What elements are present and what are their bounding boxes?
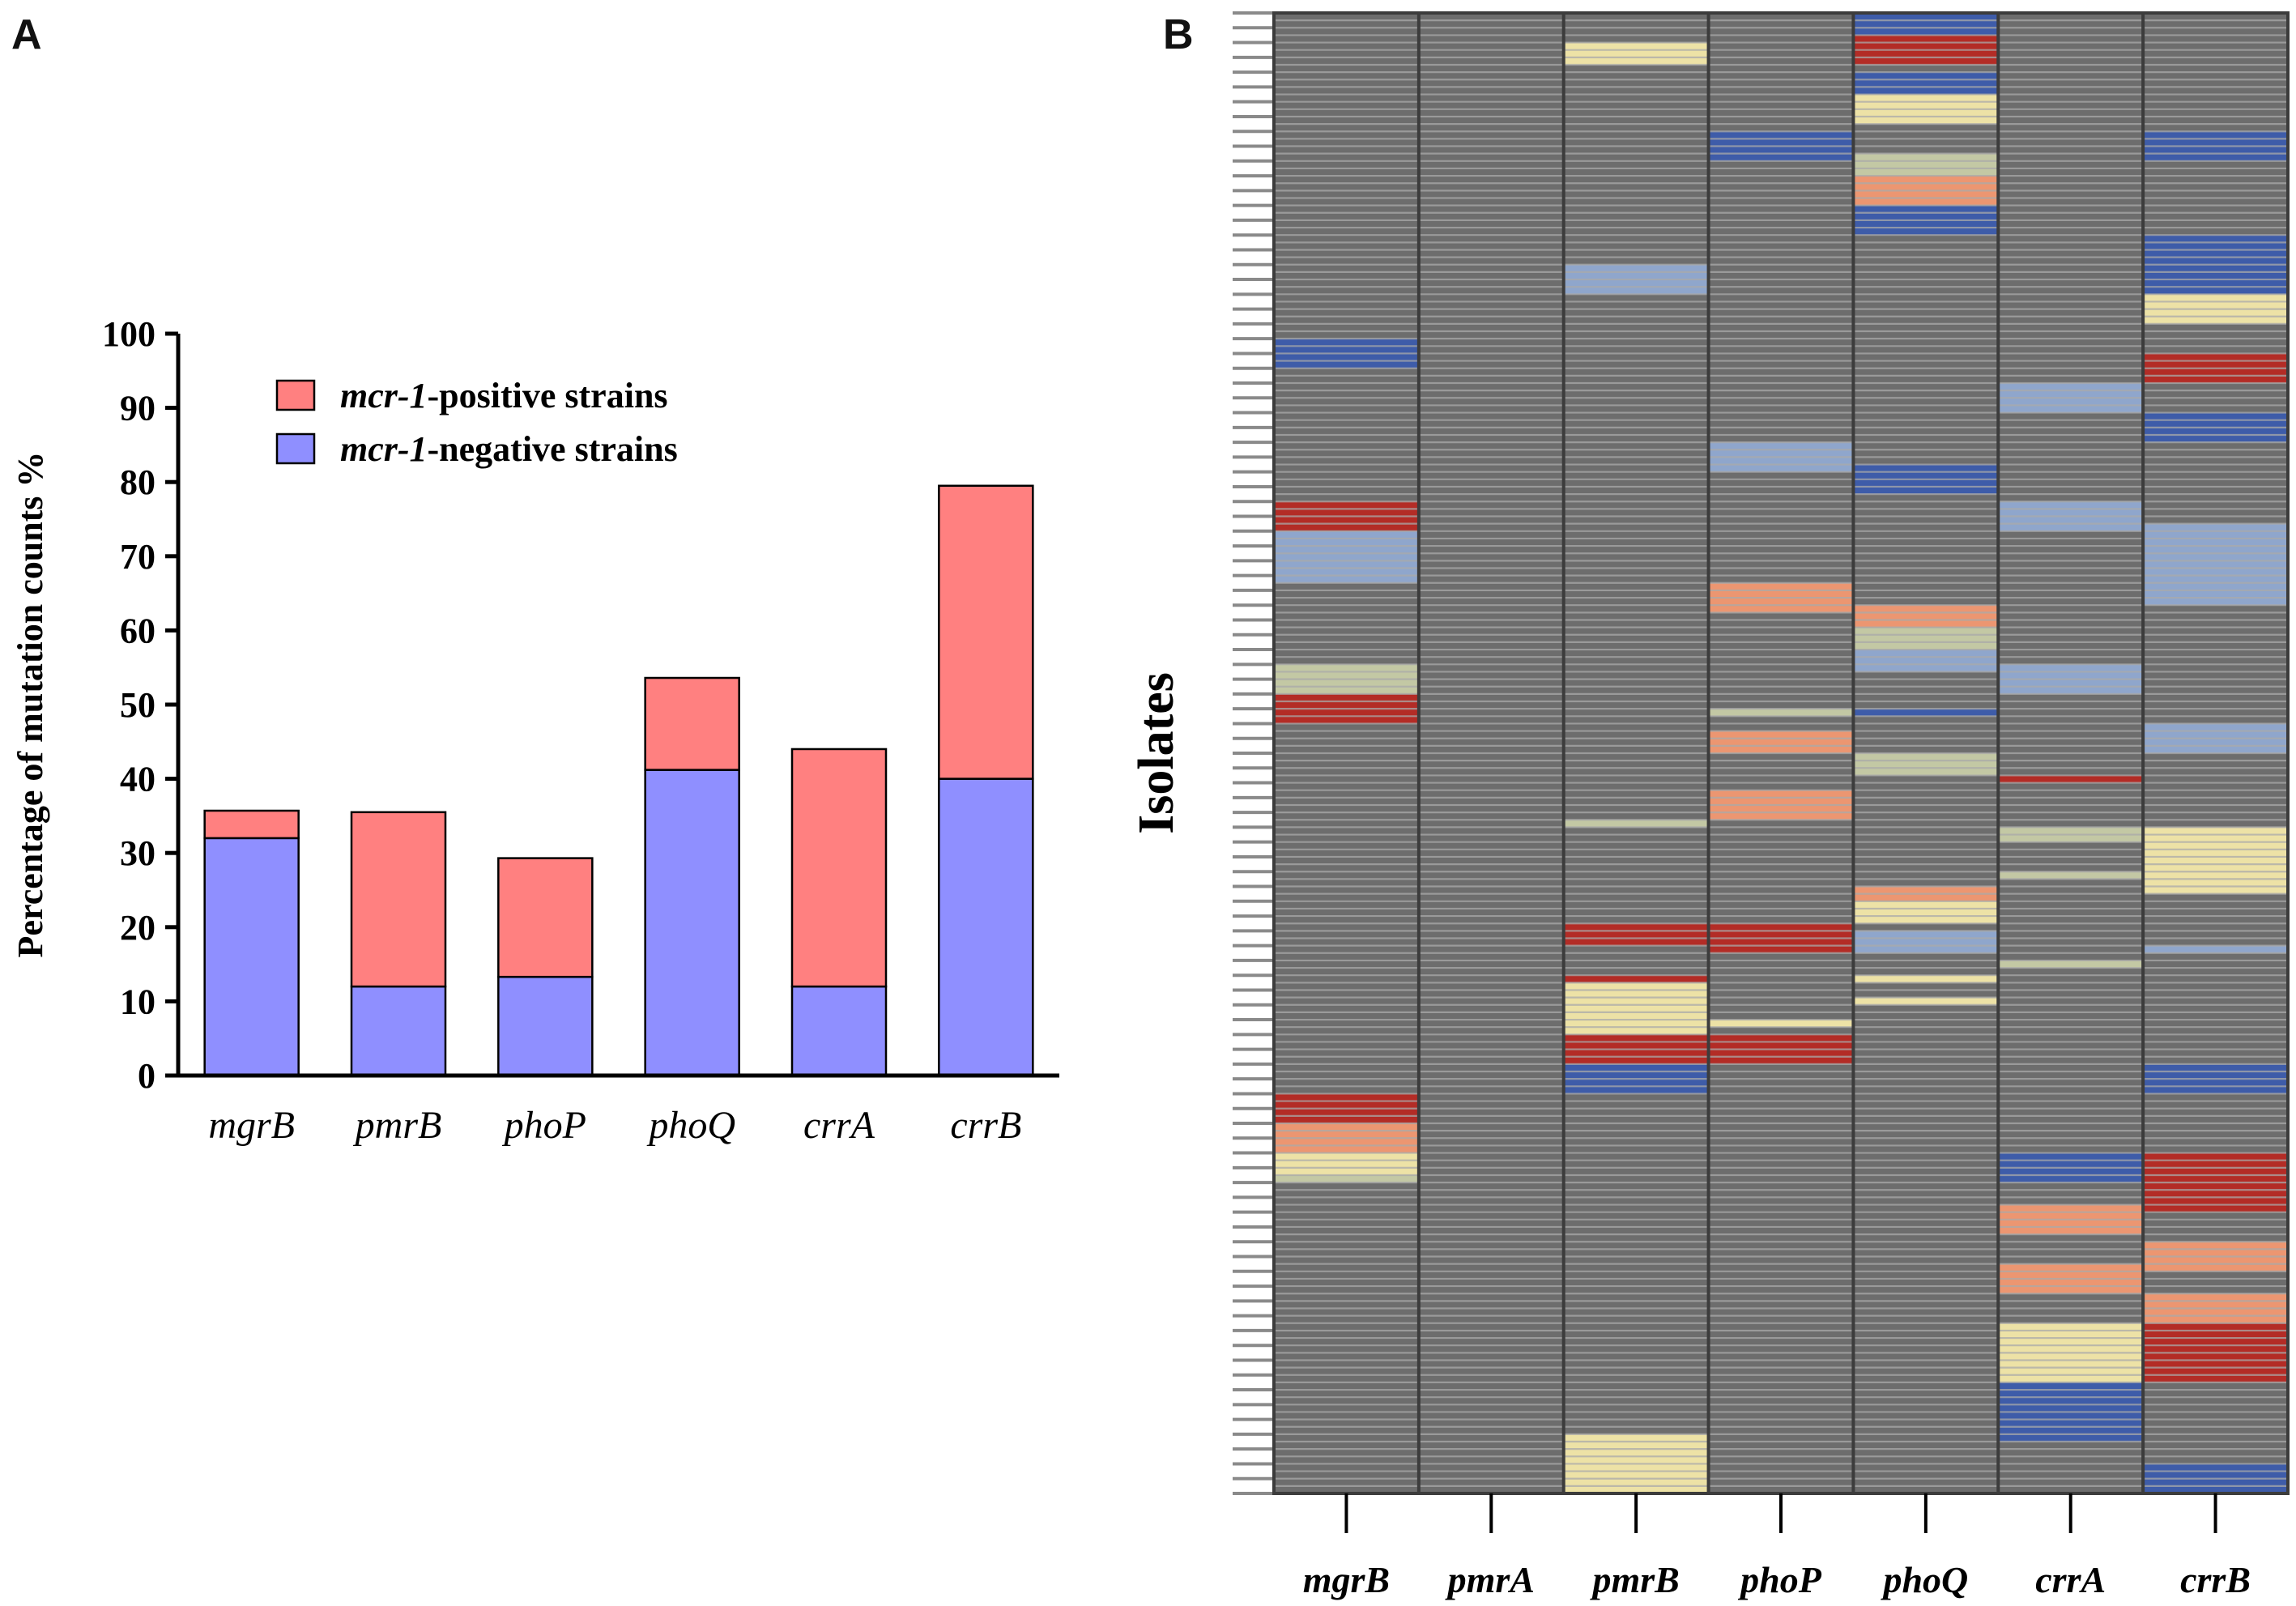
- heatmap-cell-crrB: [2143, 827, 2288, 894]
- gene-label-phoQ: phoQ: [1880, 1559, 1968, 1600]
- bar-phoQ-negative: [644, 769, 740, 1077]
- y-tick-label: 20: [120, 908, 155, 948]
- gene-label-pmrB: pmrB: [1589, 1559, 1679, 1600]
- heatmap-cell-crrB: [2143, 523, 2288, 606]
- bar-phoP-negative: [497, 975, 594, 1077]
- bar-crrB-negative: [938, 777, 1034, 1077]
- y-tick-label: 90: [120, 389, 155, 428]
- gene-label-crrB: crrB: [2180, 1559, 2251, 1600]
- heatmap-cell-phoQ: [1853, 753, 1999, 776]
- x-category-label: crrA: [803, 1104, 875, 1147]
- isolate-ticks: [1233, 11, 1272, 1495]
- heatmap-cell-mgrB: [1274, 1174, 1419, 1183]
- y-tick-label: 0: [138, 1056, 155, 1096]
- heatmap-cell-phoQ: [1853, 72, 1999, 95]
- bar-phoQ-positive: [644, 676, 740, 771]
- heatmap-cell-phoQ: [1853, 153, 1999, 177]
- x-category-label: mgrB: [208, 1104, 295, 1147]
- y-tick-label: 60: [120, 611, 155, 650]
- heatmap-cell-phoP: [1708, 731, 1854, 753]
- heatmap-cell-pmrB: [1563, 982, 1709, 1035]
- mutation-heatmap: mgrB pmrA pmrB phoP phoQ crrA crrB Isolates: [1129, 11, 2290, 1600]
- heatmap-cell-pmrB: [1563, 923, 1709, 946]
- gene-label-phoP: phoP: [1737, 1559, 1822, 1600]
- heatmap-cell-crrB: [2143, 945, 2288, 953]
- x-category-label: crrB: [950, 1104, 1021, 1147]
- stacked-bar-chart: 0 10 20 30 40 50 60 70 80 90 100 mgrB pmrB phoP phoQ c…: [11, 314, 1059, 1147]
- isolates-axis-title: Isolates: [1129, 672, 1184, 834]
- legend-label-positive: mcr-1-positive strains: [340, 376, 668, 415]
- y-tick-label: 10: [120, 982, 155, 1021]
- x-category-labels: mgrB pmrB phoP phoQ crrA crrB: [208, 1104, 1021, 1147]
- heatmap-cell-phoQ: [1853, 605, 1999, 628]
- gene-label-pmrA: pmrA: [1445, 1559, 1535, 1600]
- legend-swatch-positive: [275, 379, 316, 411]
- panel-a-label: A: [11, 11, 42, 58]
- panel-b-label: B: [1163, 11, 1194, 58]
- legend-negative-rest: -negative strains: [428, 429, 678, 469]
- heatmap-cell-mgrB: [1274, 1152, 1419, 1175]
- heatmap-cell-phoQ: [1853, 997, 1999, 1005]
- bar-mgrB-negative: [203, 837, 300, 1077]
- heatmap-cell-crrA: [1998, 960, 2144, 969]
- y-tick-label: 50: [120, 685, 155, 725]
- heatmap-cell-pmrB: [1563, 975, 1709, 983]
- heatmap-cell-phoQ: [1853, 627, 1999, 650]
- bar-mgrB-positive: [203, 809, 300, 840]
- heatmap-cell-pmrB: [1563, 42, 1709, 65]
- bar-crrB-positive: [938, 484, 1034, 780]
- heatmap-cell-phoQ: [1853, 709, 1999, 717]
- bar-layer: [203, 484, 1034, 1077]
- bar-crrA-positive: [790, 748, 888, 988]
- heatmap-cell-phoQ: [1853, 901, 1999, 924]
- heatmap-cell-phoQ: [1853, 650, 1999, 672]
- y-tick-label: 100: [102, 314, 155, 354]
- x-category-label: phoQ: [646, 1104, 735, 1147]
- legend: mcr-1-positive strains mcr-1-negative st…: [275, 376, 678, 469]
- bar-pmrB-negative: [350, 985, 447, 1077]
- legend-positive-italic: mcr-1: [340, 376, 428, 415]
- legend-positive-rest: -positive strains: [428, 376, 668, 415]
- heatmap-cell-phoQ: [1853, 975, 1999, 983]
- y-axis-title: Percentage of mutation counts %: [11, 452, 50, 958]
- legend-label-negative: mcr-1-negative strains: [340, 429, 678, 469]
- y-tick-label: 30: [120, 833, 155, 873]
- legend-swatch-negative: [275, 432, 316, 465]
- y-tick-label: 70: [120, 537, 155, 577]
- heatmap-row-lines: [1274, 19, 2288, 1487]
- legend-negative-italic: mcr-1: [340, 429, 428, 469]
- bar-pmrB-positive: [350, 811, 447, 988]
- heatmap-cell-crrA: [1998, 775, 2144, 783]
- heatmap-cell-phoP: [1708, 1020, 1854, 1028]
- heatmap-cell-crrA: [1998, 871, 2144, 880]
- gene-labels: mgrB pmrA pmrB phoP phoQ crrA crrB: [1303, 1559, 2251, 1600]
- bar-phoP-positive: [497, 857, 594, 978]
- gene-ticks: [1344, 1493, 2217, 1533]
- heatmap-cell-pmrB: [1563, 820, 1709, 828]
- gene-label-mgrB: mgrB: [1303, 1559, 1390, 1600]
- heatmap-cell-phoQ: [1853, 931, 1999, 953]
- y-tick-label: 40: [120, 760, 155, 799]
- x-category-label: pmrB: [353, 1104, 442, 1147]
- gene-label-crrA: crrA: [2035, 1559, 2106, 1600]
- y-tick-layer: 0 10 20 30 40 50 60 70 80 90 100: [102, 314, 178, 1096]
- x-category-label: phoP: [502, 1104, 586, 1147]
- heatmap-cell-phoQ: [1853, 13, 1999, 36]
- bar-crrA-negative: [790, 985, 888, 1077]
- heatmap-cell-mgrB: [1274, 530, 1419, 583]
- heatmap-cell-phoP: [1708, 709, 1854, 717]
- y-tick-label: 80: [120, 462, 155, 502]
- y-axis: 0 10 20 30 40 50 60 70 80 90 100: [102, 314, 1059, 1096]
